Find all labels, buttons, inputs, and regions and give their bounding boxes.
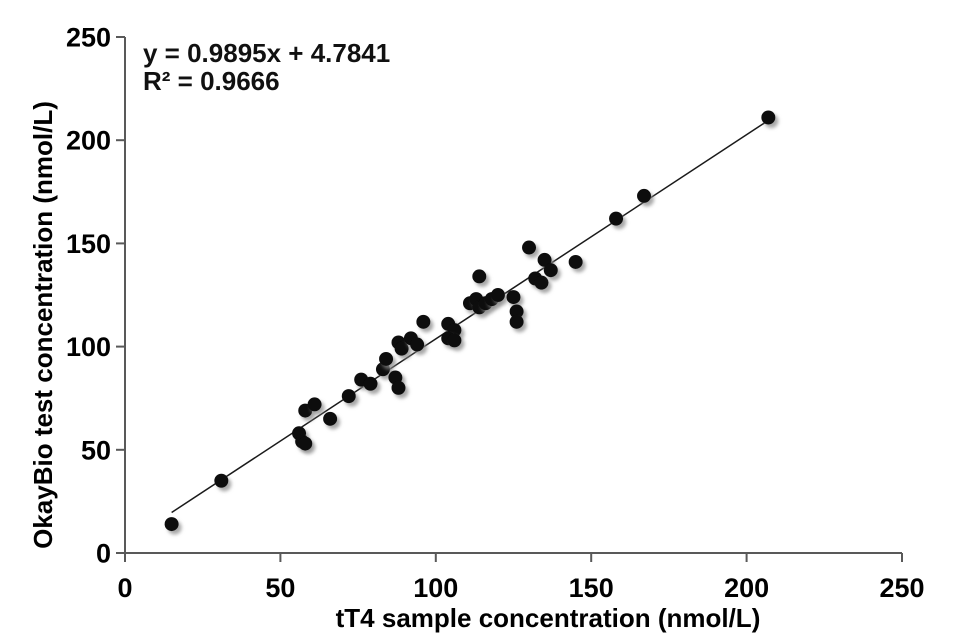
- data-point: [472, 269, 487, 284]
- data-point: [391, 380, 406, 395]
- data-point: [307, 397, 322, 412]
- y-axis-title: OkayBio test concentration (nmol/L): [28, 101, 58, 549]
- y-tick-label: 50: [81, 435, 111, 465]
- x-tick-label: 100: [413, 573, 458, 603]
- data-point: [341, 389, 356, 404]
- x-tick-label: 200: [724, 573, 769, 603]
- x-tick-label: 0: [117, 573, 132, 603]
- trendline: [171, 117, 772, 514]
- data-point: [164, 517, 179, 532]
- x-tick-label: 150: [569, 573, 614, 603]
- data-point: [568, 254, 583, 269]
- data-point: [543, 263, 558, 278]
- y-tick-label: 250: [66, 23, 111, 53]
- data-point: [537, 252, 552, 267]
- x-axis-title: tT4 sample concentration (nmol/L): [336, 603, 761, 633]
- data-point: [410, 337, 425, 352]
- y-tick-label: 150: [66, 229, 111, 259]
- x-tick-label: 50: [265, 573, 295, 603]
- data-point: [609, 211, 624, 226]
- equation-label: y = 0.9895x + 4.7841: [143, 38, 390, 68]
- r-squared-label: R² = 0.9666: [143, 66, 280, 96]
- y-tick-label: 0: [96, 539, 111, 569]
- data-point: [506, 290, 521, 305]
- y-tick-label: 100: [66, 332, 111, 362]
- scatter-points: [164, 110, 776, 532]
- trendline-segment: [171, 117, 772, 514]
- x-tick-label: 250: [879, 573, 924, 603]
- data-point: [379, 351, 394, 366]
- data-point: [447, 333, 462, 348]
- data-point: [490, 288, 505, 302]
- data-point: [214, 473, 229, 488]
- data-point: [416, 314, 431, 329]
- data-point: [509, 304, 524, 319]
- data-point: [637, 188, 652, 203]
- data-point: [363, 376, 378, 391]
- data-point: [522, 240, 537, 255]
- data-point: [323, 411, 338, 426]
- axes: 0 50 100 150 200 250 0 50 100 150 200 250: [66, 23, 925, 604]
- data-point: [534, 275, 549, 290]
- data-point: [761, 110, 776, 125]
- data-point: [509, 314, 524, 329]
- y-tick-label: 200: [66, 126, 111, 156]
- data-point: [298, 436, 313, 451]
- data-point: [394, 341, 409, 356]
